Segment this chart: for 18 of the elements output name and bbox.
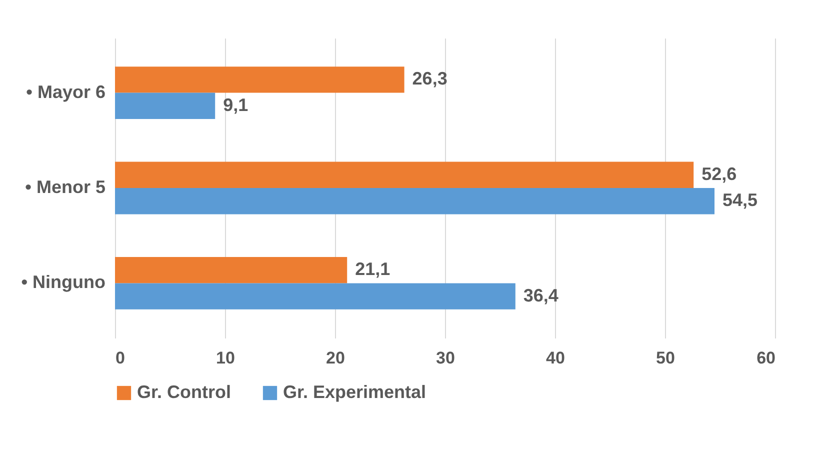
x-tick-label: 50 [656, 348, 675, 368]
y-tick-label: • Menor 5 [25, 177, 106, 197]
x-tick-label: 20 [326, 348, 345, 368]
x-tick-label: 10 [216, 348, 235, 368]
x-tick-label: 40 [546, 348, 565, 368]
data-label: 26,3 [412, 68, 448, 89]
legend-label: Gr. Control [137, 382, 231, 402]
data-label: 21,1 [355, 259, 390, 280]
x-tick-label: 0 [116, 348, 125, 368]
data-label: 54,5 [722, 190, 758, 210]
x-tick-label: 60 [756, 348, 776, 368]
data-label: 9,1 [223, 94, 248, 115]
x-tick-label: 30 [436, 348, 455, 368]
y-tick-label: • Mayor 6 [26, 82, 106, 102]
y-tick-label: • Ninguno [21, 272, 106, 292]
data-label: 36,4 [523, 285, 558, 306]
legend-label: Gr. Experimental [283, 382, 426, 402]
data-label: 52,6 [702, 164, 737, 184]
